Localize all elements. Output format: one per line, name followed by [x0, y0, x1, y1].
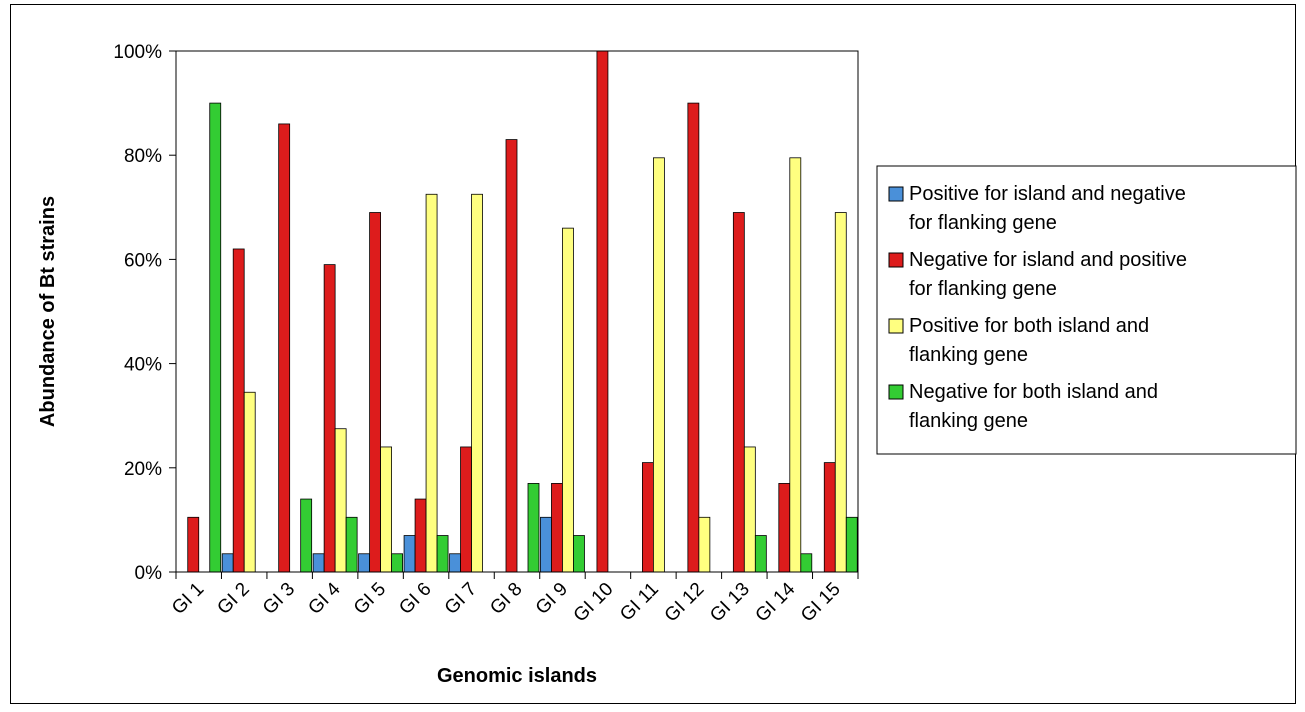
- bar: [687, 102, 700, 573]
- bar: [754, 535, 767, 573]
- bar: [698, 516, 711, 573]
- bar: [414, 498, 427, 573]
- x-axis-title: Genomic islands: [437, 665, 597, 687]
- legend-items: Positive for island and negative for flan…: [888, 183, 1187, 432]
- bar: [243, 391, 256, 573]
- y-tick-label: 60%: [124, 250, 162, 271]
- bars-layer: [187, 50, 858, 573]
- plot-area: [175, 50, 859, 573]
- bar: [449, 553, 461, 573]
- y-tick-label: 0%: [135, 563, 163, 584]
- legend-label: Negative for island and positive: [909, 249, 1187, 271]
- bar: [834, 212, 847, 573]
- bar: [732, 212, 745, 573]
- legend-label: Positive for island and negative: [909, 183, 1186, 205]
- bar: [380, 446, 393, 573]
- x-tick-label: GI 4: [304, 578, 345, 619]
- bar: [743, 446, 756, 573]
- bar: [278, 123, 291, 573]
- bar: [345, 516, 358, 573]
- bar: [358, 553, 371, 573]
- x-tick-label: GI 3: [259, 579, 299, 619]
- x-tick-label: GI 2: [213, 579, 253, 619]
- bar: [823, 462, 836, 573]
- bar: [642, 462, 654, 573]
- y-tick-label: 40%: [124, 355, 162, 376]
- x-tick-label: GI 6: [395, 579, 435, 619]
- x-tick-label: GI 13: [706, 579, 754, 627]
- bar: [323, 264, 336, 573]
- x-tick-label: GI 11: [616, 579, 663, 626]
- bar: [232, 248, 245, 573]
- legend-swatch: [888, 318, 904, 334]
- bar: [573, 535, 585, 573]
- bar: [551, 483, 563, 573]
- legend-label: for flanking gene: [909, 278, 1057, 300]
- bar: [845, 516, 858, 573]
- legend: Positive for island and negative for flan…: [876, 165, 1297, 455]
- y-axis-title: Abundance of Bt strains: [37, 196, 59, 427]
- x-tick-label: GI 1: [168, 579, 208, 619]
- bar: [505, 139, 518, 573]
- x-tick-label: GI 10: [570, 579, 618, 627]
- legend-label: flanking gene: [909, 410, 1028, 432]
- y-tick-label: 80%: [124, 146, 162, 167]
- bar: [334, 428, 347, 573]
- legend-swatch: [888, 384, 904, 400]
- legend-label: for flanking gene: [909, 212, 1057, 234]
- bar: [403, 535, 416, 573]
- bar: [596, 50, 609, 573]
- x-tick-label: GI 7: [441, 579, 481, 619]
- bar: [800, 553, 813, 573]
- bar: [653, 157, 665, 573]
- x-tick-label: GI 12: [661, 579, 709, 627]
- legend-label: flanking gene: [909, 344, 1028, 366]
- bar: [540, 516, 552, 573]
- legend-label: Negative for both island and: [909, 381, 1158, 403]
- bar: [425, 193, 438, 573]
- legend-swatch: [888, 186, 904, 202]
- bar: [789, 157, 802, 573]
- bar: [312, 553, 325, 573]
- bar: [221, 553, 234, 573]
- bar: [391, 553, 404, 573]
- bar: [527, 483, 540, 573]
- legend-box: [876, 165, 1297, 455]
- bar: [778, 483, 791, 573]
- x-tick-label: GI 8: [486, 579, 526, 619]
- bar: [300, 498, 313, 573]
- bar: [471, 193, 483, 573]
- y-tick-label: 20%: [124, 459, 162, 480]
- bar: [562, 227, 574, 573]
- x-tick-label: GI 14: [752, 578, 800, 626]
- bar: [209, 102, 222, 573]
- legend-label: Positive for both island and: [909, 315, 1149, 337]
- x-tick-label: GI 15: [797, 579, 845, 627]
- bar: [187, 516, 200, 573]
- y-tick-label: 100%: [113, 42, 162, 63]
- bar: [369, 212, 382, 573]
- legend-swatch: [888, 252, 904, 268]
- x-tick-label: GI 9: [532, 579, 572, 619]
- x-tick-label: GI 5: [350, 579, 390, 619]
- bar: [460, 446, 472, 573]
- bar: [436, 535, 449, 573]
